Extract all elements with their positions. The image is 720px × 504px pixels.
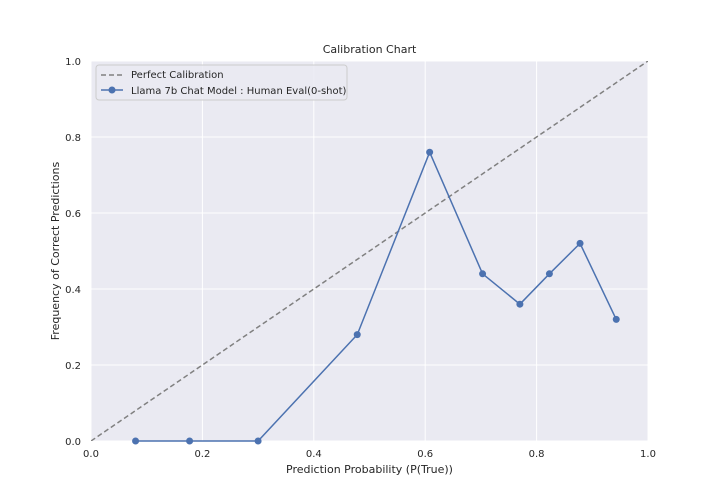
y-tick-label: 0.6: [65, 209, 81, 220]
chart-title: Calibration Chart: [323, 43, 417, 56]
legend-box: [95, 64, 348, 101]
grid: [90, 60, 649, 442]
legend-marker-llama: [108, 86, 116, 94]
data-point: [516, 300, 524, 308]
y-tick-label: 1.0: [65, 57, 81, 68]
x-tick-label: 0.8: [529, 449, 545, 460]
series-line-llama: [135, 150, 617, 442]
x-tick-label: 0.6: [417, 449, 433, 460]
data-point: [186, 437, 194, 445]
x-tick-label: 0.2: [194, 449, 210, 460]
y-tick-label: 0.2: [65, 361, 81, 372]
data-point: [479, 270, 487, 278]
x-tick-label: 0.0: [83, 449, 99, 460]
data-point: [254, 437, 262, 445]
legend-label-llama: Llama 7b Chat Model : Human Eval(0-shot): [131, 86, 347, 97]
series-layer: [91, 61, 648, 445]
data-point: [353, 331, 361, 339]
y-tick-label: 0.8: [65, 133, 81, 144]
data-point: [612, 315, 620, 323]
legend: Perfect Calibration Llama 7b Chat Model …: [95, 64, 348, 101]
series-line-perfect-calibration: [91, 61, 648, 441]
x-tick-label: 0.4: [306, 449, 322, 460]
y-tick-label: 0.4: [65, 285, 81, 296]
data-point: [545, 270, 553, 278]
y-axis-label: Frequency of Correct Predictions: [49, 162, 62, 341]
y-tick-label: 0.0: [65, 437, 81, 448]
legend-label-perfect-calibration: Perfect Calibration: [131, 70, 224, 81]
x-axis-label: Prediction Probability (P(True)): [286, 463, 453, 476]
x-tick-label: 1.0: [640, 449, 656, 460]
data-point: [426, 148, 434, 156]
data-point: [132, 437, 140, 445]
axis-ticks: 0.0 0.2 0.4 0.6 0.8 1.0 0.0 0.2 0.4 0.6 0.8 1.0: [65, 57, 656, 460]
data-point: [576, 239, 584, 247]
